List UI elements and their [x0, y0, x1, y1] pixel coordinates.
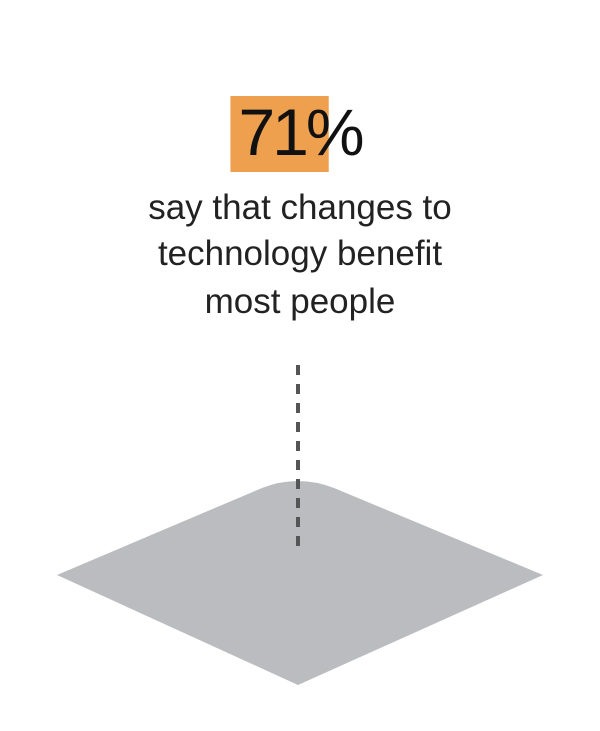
stat-bar: [230, 96, 329, 172]
caption-line: technology benefit: [158, 234, 442, 273]
stat-label: 71%: [238, 95, 362, 169]
caption-line: say that changes to: [148, 188, 452, 227]
caption-line: most people: [205, 282, 396, 321]
diamond-shape: [57, 481, 543, 685]
